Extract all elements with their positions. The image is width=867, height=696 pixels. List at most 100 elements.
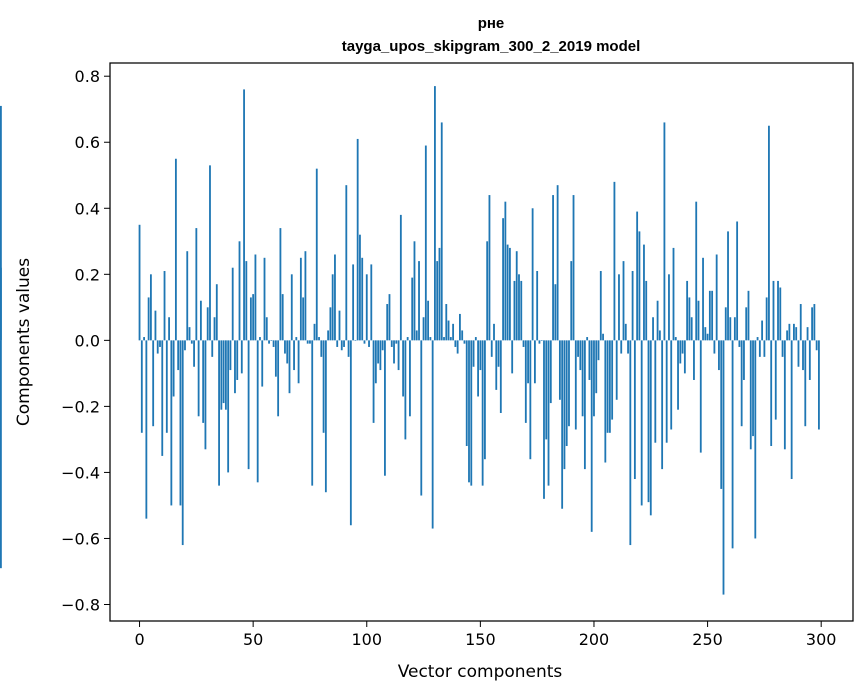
bar — [622, 261, 625, 341]
bar — [758, 340, 761, 357]
bar — [445, 304, 448, 341]
bar — [138, 224, 141, 341]
bar — [704, 327, 707, 341]
bar — [574, 340, 577, 430]
bar — [693, 340, 695, 380]
bar — [558, 340, 561, 400]
bar — [402, 340, 405, 397]
bar — [218, 340, 220, 486]
bar — [733, 317, 736, 341]
bar — [0, 105, 2, 341]
bar — [508, 247, 511, 341]
bar — [813, 304, 816, 341]
bar — [172, 340, 175, 397]
bar — [681, 340, 684, 354]
bar — [797, 340, 800, 367]
bar — [679, 340, 682, 364]
bar — [527, 340, 529, 384]
bar — [781, 340, 784, 357]
bar — [406, 337, 409, 341]
bar — [304, 251, 307, 341]
bar — [413, 241, 416, 341]
bar — [690, 317, 693, 341]
bar — [354, 340, 357, 341]
bar — [143, 337, 145, 341]
bar — [299, 257, 302, 341]
bar — [222, 340, 225, 404]
x-tick-label: 150 — [465, 630, 496, 649]
bar — [436, 261, 439, 341]
bar — [349, 340, 352, 526]
bar — [327, 330, 330, 341]
bar — [722, 340, 725, 595]
bar — [488, 195, 491, 341]
bar — [161, 340, 164, 456]
bar — [606, 340, 609, 433]
bar — [818, 340, 820, 430]
bar — [145, 340, 148, 519]
bar — [572, 195, 575, 341]
bar — [286, 340, 289, 364]
bar — [254, 254, 257, 341]
bar — [449, 337, 452, 341]
bar — [786, 330, 789, 341]
bar — [486, 241, 489, 341]
bar — [288, 340, 291, 394]
x-axis-ticks: 0 50 100 150 200 250 300 — [134, 621, 836, 649]
bar — [533, 340, 536, 384]
bar — [643, 244, 645, 341]
bar — [243, 89, 245, 341]
bar — [347, 340, 350, 357]
bar — [381, 340, 384, 351]
bar — [481, 340, 484, 486]
bar — [715, 254, 718, 341]
bar — [595, 340, 598, 394]
bar — [474, 337, 477, 341]
bar — [777, 280, 779, 341]
bar — [193, 340, 195, 367]
bar — [422, 317, 425, 341]
bar — [790, 340, 793, 480]
bar — [599, 271, 602, 341]
bar — [463, 340, 466, 344]
bar — [783, 340, 786, 450]
bar — [658, 330, 661, 341]
bar — [618, 274, 620, 341]
bar — [718, 340, 720, 371]
bar — [270, 340, 273, 341]
bar — [165, 340, 168, 433]
bar — [756, 337, 759, 341]
bar — [224, 340, 227, 410]
bar — [647, 340, 650, 503]
bar — [699, 340, 702, 453]
bar — [788, 323, 791, 341]
bar — [636, 211, 639, 341]
bar — [472, 340, 475, 367]
bar — [774, 340, 777, 420]
bars — [0, 86, 820, 595]
bar — [220, 340, 223, 410]
bar — [652, 317, 654, 341]
bar — [799, 304, 802, 341]
bar — [672, 247, 675, 341]
bar — [654, 340, 657, 443]
bar — [470, 340, 473, 486]
x-tick-label: 300 — [806, 630, 837, 649]
bar — [245, 261, 248, 341]
x-tick-label: 100 — [351, 630, 382, 649]
bar — [313, 323, 316, 341]
bar — [147, 297, 150, 341]
bar — [602, 333, 604, 341]
bar — [620, 340, 623, 354]
bar — [284, 340, 286, 354]
bar — [806, 327, 809, 341]
bar — [640, 340, 643, 506]
bar — [493, 323, 495, 341]
bar — [443, 337, 445, 341]
bar — [465, 340, 468, 447]
bar — [315, 168, 318, 341]
bar — [611, 340, 614, 420]
x-tick-label: 250 — [692, 630, 723, 649]
bar — [356, 138, 359, 341]
